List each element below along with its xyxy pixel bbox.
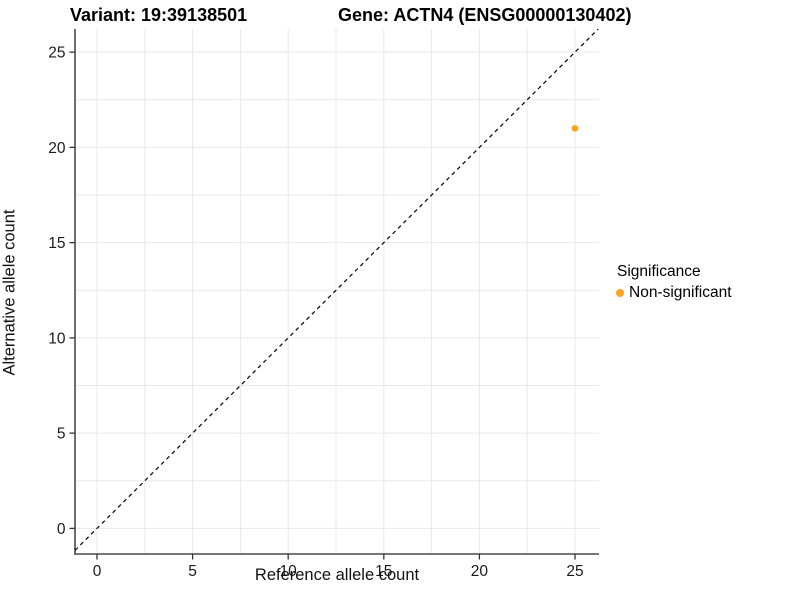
legend-item-label: Non-significant — [629, 284, 732, 301]
y-tick-label: 0 — [57, 521, 66, 538]
y-axis-title: Alternative allele count — [0, 209, 19, 376]
x-tick-label: 20 — [471, 563, 489, 580]
gene-title: Gene: ACTN4 (ENSG00000130402) — [338, 5, 632, 25]
legend-title: Significance — [617, 263, 701, 280]
y-tick-label: 5 — [57, 426, 66, 443]
non-significant-point-icon — [616, 289, 624, 297]
y-tick-label: 15 — [48, 235, 65, 252]
data-point — [571, 124, 579, 132]
legend-item-non-significant: Non-significant — [616, 284, 732, 302]
identity-reference-line — [74, 28, 599, 551]
y-tick-label: 10 — [48, 330, 66, 347]
y-tick-label: 25 — [48, 45, 65, 62]
legend: Significance Non-significant — [616, 262, 732, 302]
x-tick-label: 0 — [93, 563, 102, 580]
y-tick-label: 20 — [48, 140, 66, 157]
x-tick-label: 5 — [188, 563, 197, 580]
x-axis-title: Reference allele count — [254, 566, 420, 584]
x-tick-label: 10 — [280, 563, 298, 580]
x-tick-label: 25 — [566, 563, 583, 580]
variant-title: Variant: 19:39138501 — [70, 5, 248, 25]
x-tick-label: 15 — [375, 563, 392, 580]
